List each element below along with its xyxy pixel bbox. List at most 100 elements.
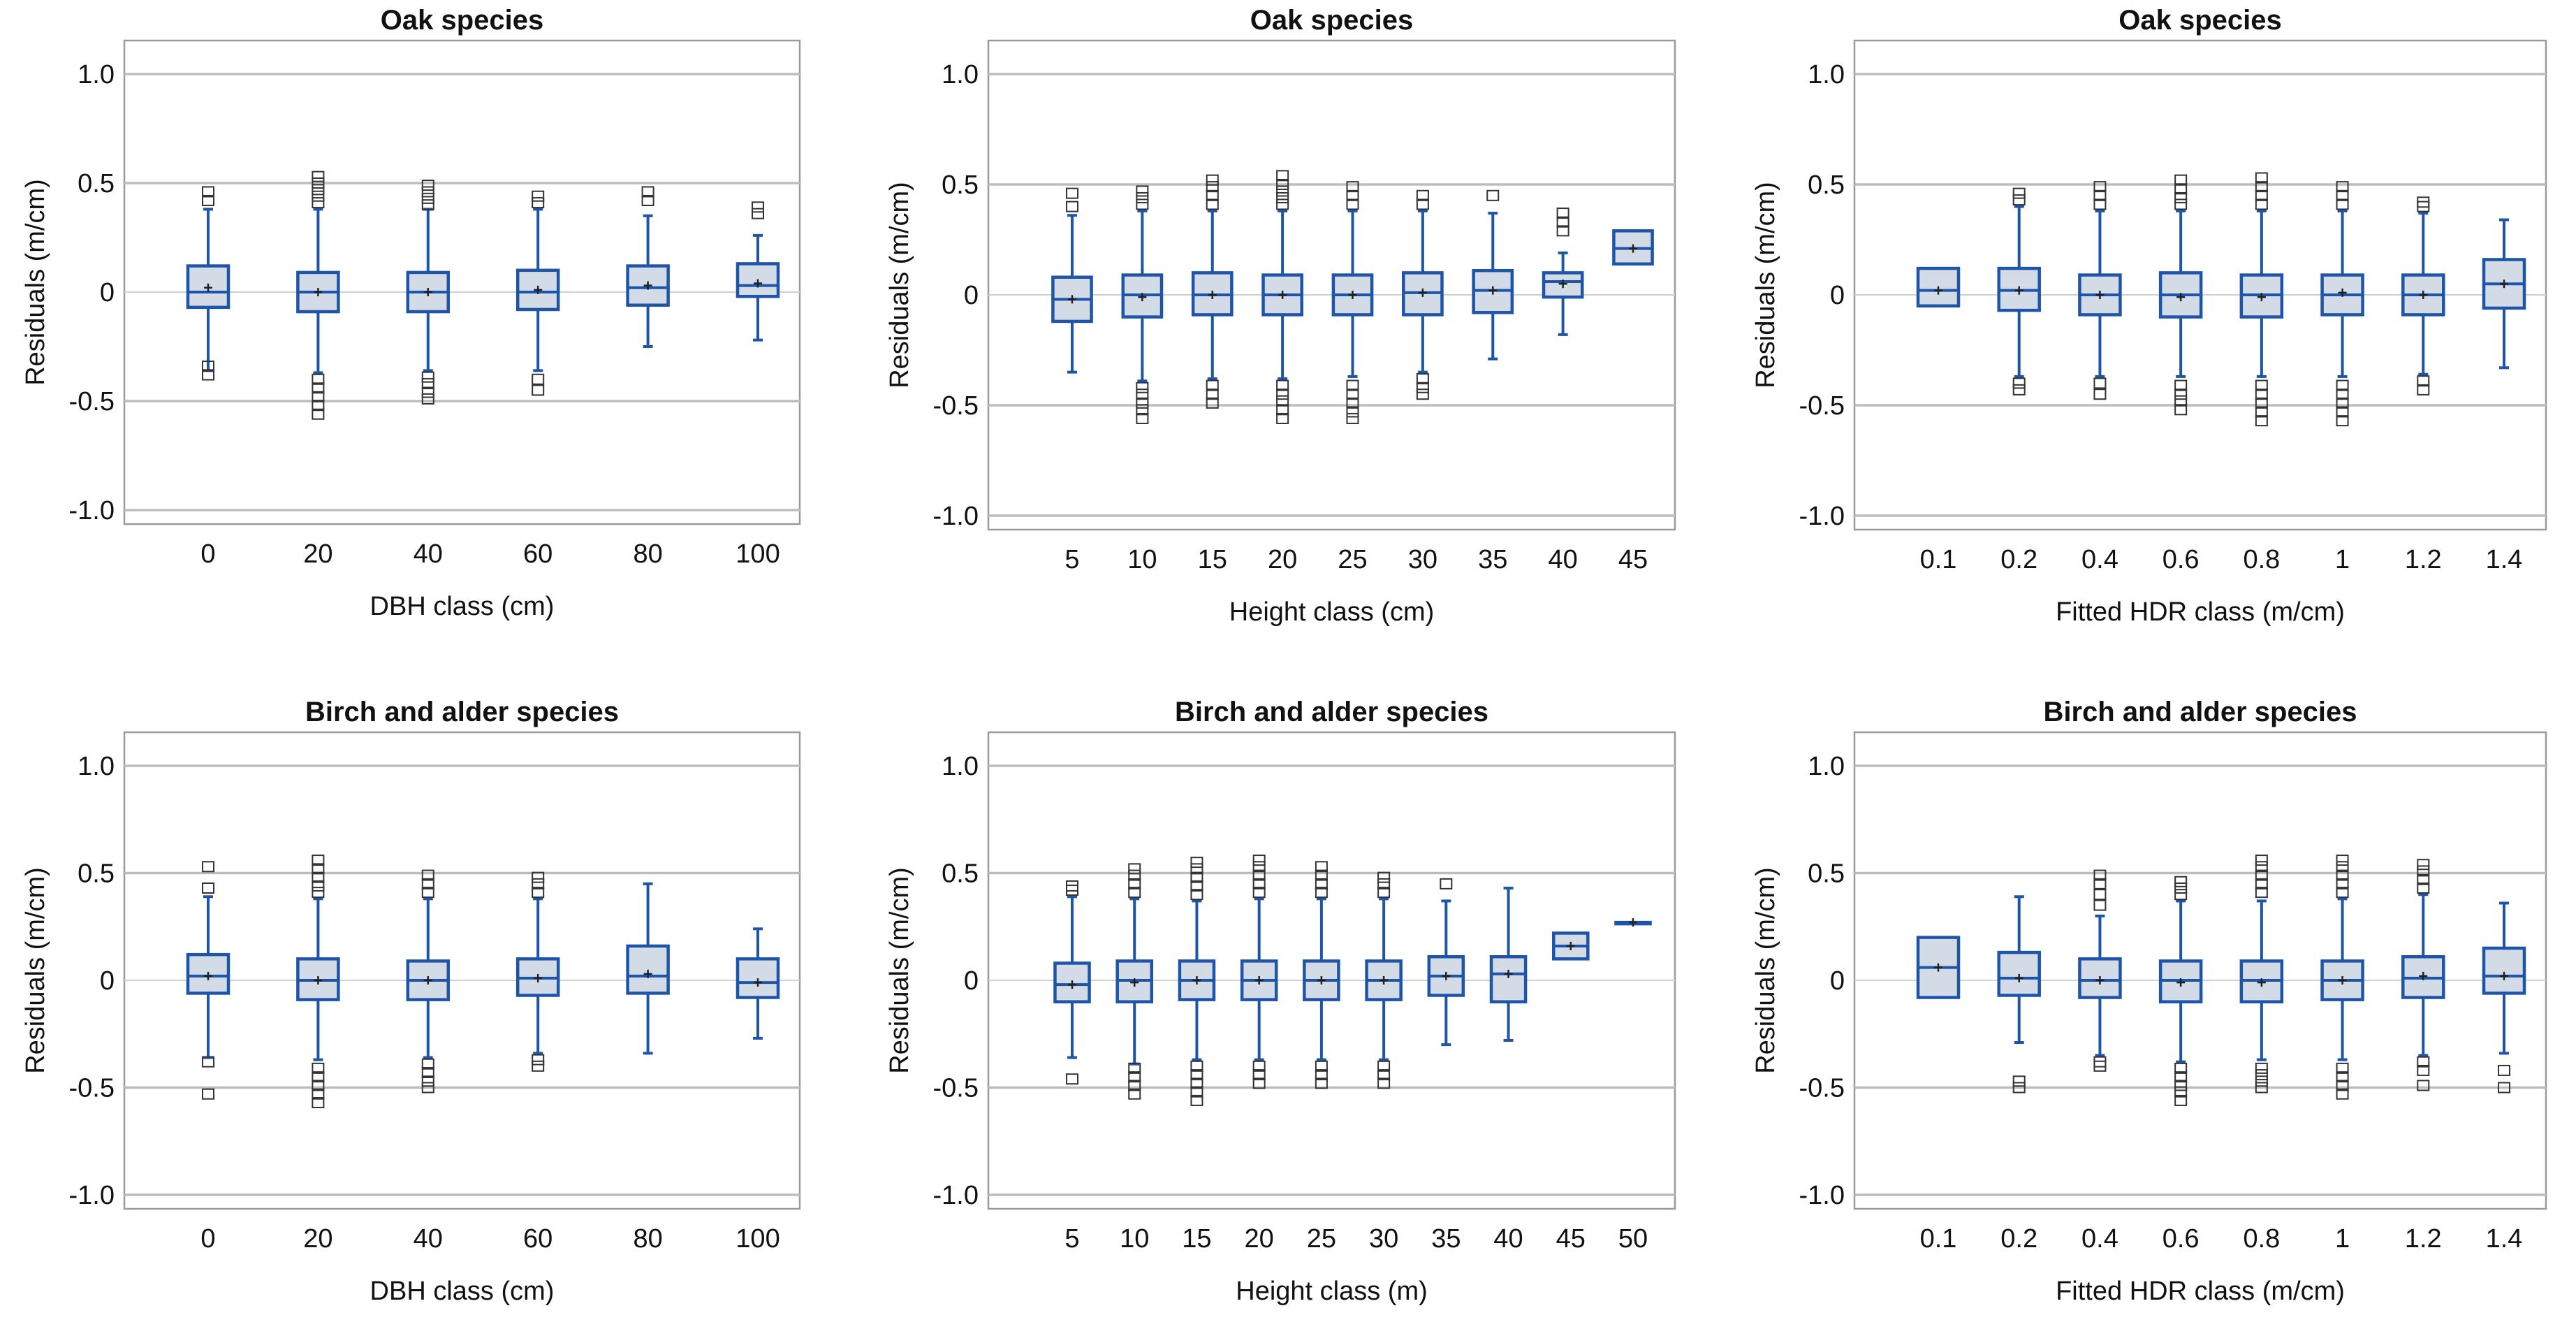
outlier-point — [1377, 887, 1391, 899]
outlier-point — [2336, 388, 2349, 400]
outlier-point — [2336, 198, 2349, 210]
box-20 — [296, 855, 340, 1108]
outlier-point — [2336, 861, 2349, 873]
outlier-point — [1190, 1094, 1203, 1106]
x-tick-label: 0.8 — [2243, 545, 2280, 574]
y-tick-label: -0.5 — [69, 387, 115, 416]
y-tick-label: 0.5 — [78, 859, 115, 889]
outlier-point — [1416, 373, 1429, 385]
outlier-point — [2336, 869, 2349, 881]
outlier-point — [312, 373, 325, 385]
chart-panel-4: 1.0 0.5 0 -0.5 -1.0 Birch and alder species Re… — [21, 697, 801, 1306]
outlier-point — [1416, 382, 1429, 393]
y-tick-label: -1.0 — [1799, 1181, 1845, 1210]
y-tick-label: -0.5 — [1799, 391, 1845, 421]
outlier-point — [1066, 187, 1078, 199]
chart-panel-1: 1.0 0.5 0 -0.5 -1.0 Oak species Residuals (m/c… — [21, 5, 801, 621]
outlier-point — [532, 373, 545, 385]
outlier-point — [2174, 174, 2188, 186]
outlier-point — [312, 1088, 325, 1100]
box-iqr — [626, 944, 670, 995]
outlier-point — [2417, 1080, 2430, 1091]
outlier-point — [532, 887, 545, 899]
box-60 — [515, 190, 560, 396]
y-tick-label: -1.0 — [933, 1181, 979, 1210]
outlier-point — [2093, 377, 2107, 389]
x-tick-label: 5 — [1064, 545, 1079, 574]
x-tick-label: 20 — [303, 1224, 332, 1254]
outlier-point — [2174, 183, 2188, 195]
outlier-point — [1128, 878, 1141, 889]
box-0.2 — [1997, 895, 2041, 1094]
x-tick-label: 0 — [200, 539, 215, 569]
y-tick-label: 0.5 — [1808, 859, 1845, 889]
plot-frame — [123, 731, 801, 1210]
y-tick-label: -0.5 — [933, 391, 979, 421]
y-tick-label: 1.0 — [78, 752, 115, 781]
x-tick-label: 15 — [1198, 545, 1227, 574]
y-axis-label: Residuals (m/cm) — [885, 867, 914, 1074]
box-iqr — [1489, 954, 1528, 1003]
outlier-point — [2336, 855, 2349, 866]
y-tick-label: -1.0 — [933, 502, 979, 531]
outlier-point — [1377, 1060, 1391, 1072]
outlier-point — [1556, 208, 1569, 219]
x-tick-label: 0.1 — [1920, 1224, 1957, 1254]
outlier-point — [2255, 379, 2268, 391]
box-1.2 — [2401, 196, 2445, 395]
y-tick-label: 0.5 — [942, 170, 979, 200]
y-axis-label: Residuals (m/cm) — [1751, 867, 1780, 1074]
outlier-point — [312, 1071, 325, 1083]
outlier-point — [1377, 1077, 1391, 1089]
outlier-point — [1556, 225, 1569, 237]
chart-title: Oak species — [381, 5, 544, 36]
outlier-point — [1276, 412, 1289, 424]
box-0.6 — [2158, 174, 2203, 416]
outlier-point — [2255, 397, 2268, 409]
x-tick-label: 1 — [2335, 545, 2350, 574]
outlier-point — [1315, 869, 1328, 881]
y-axis-label: Residuals (m/cm) — [21, 179, 50, 386]
x-tick-label: 0.4 — [2081, 1224, 2118, 1254]
x-tick-label: 20 — [1268, 545, 1297, 574]
box-80 — [626, 186, 670, 348]
outlier-point — [2417, 384, 2430, 395]
outlier-point — [532, 1060, 545, 1072]
outlier-point — [2174, 889, 2188, 901]
outlier-point — [1252, 861, 1266, 873]
outlier-point — [1136, 382, 1149, 393]
box-15 — [1178, 857, 1216, 1106]
x-tick-label: 0.6 — [2162, 545, 2200, 574]
outlier-point — [2093, 388, 2107, 400]
outlier-point — [1190, 880, 1203, 892]
x-tick-label: 80 — [633, 1224, 662, 1254]
box-1 — [2320, 181, 2364, 427]
x-axis-label: Height class (cm) — [1229, 597, 1435, 627]
box-40 — [406, 869, 451, 1094]
outlier-point — [2498, 1064, 2510, 1076]
outlier-point — [421, 371, 434, 383]
box-100 — [736, 201, 780, 342]
outlier-point — [1190, 889, 1203, 901]
box-40 — [1489, 886, 1528, 1042]
outlier-point — [532, 878, 545, 889]
x-tick-label: 35 — [1478, 545, 1507, 574]
outlier-point — [2417, 1064, 2430, 1076]
x-tick-label: 30 — [1408, 545, 1437, 574]
outlier-point — [1136, 397, 1149, 409]
outlier-point — [2174, 198, 2188, 210]
x-tick-label: 60 — [523, 1224, 552, 1254]
outlier-point — [1136, 185, 1149, 197]
outlier-point — [1190, 871, 1203, 883]
outlier-point — [2255, 406, 2268, 418]
outlier-point — [2336, 379, 2349, 391]
box-40 — [1542, 208, 1584, 336]
plot-frame — [123, 39, 801, 525]
outlier-point — [421, 878, 434, 889]
outlier-point — [312, 408, 325, 420]
x-tick-label: 1.4 — [2486, 545, 2523, 574]
chart-title: Oak species — [2118, 5, 2282, 36]
outlier-point — [2255, 1062, 2268, 1074]
outlier-point — [2012, 187, 2026, 199]
box-20 — [1261, 170, 1303, 424]
